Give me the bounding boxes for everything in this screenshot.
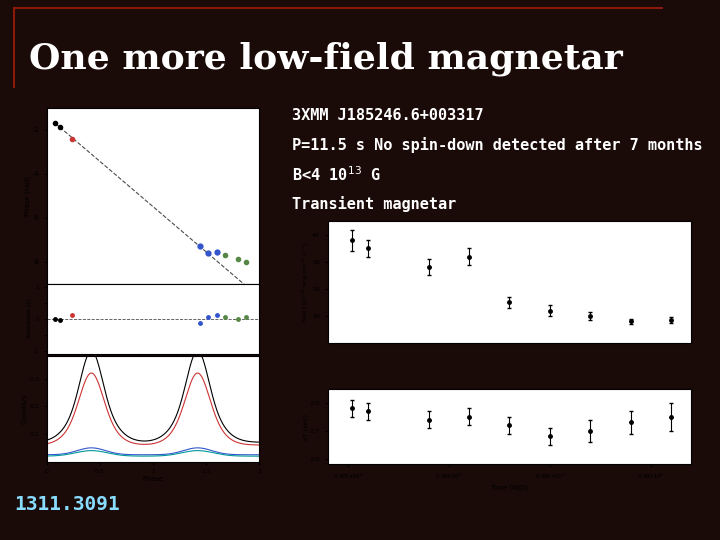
Text: Transient magnetar: Transient magnetar <box>292 196 456 212</box>
Text: One more low-field magnetar: One more low-field magnetar <box>29 41 623 76</box>
Text: B<4 10$^{13}$ G: B<4 10$^{13}$ G <box>292 165 381 184</box>
Text: 1311.3091: 1311.3091 <box>14 495 120 515</box>
Y-axis label: Residuals (s): Residuals (s) <box>27 299 32 339</box>
Text: P=11.5 s No spin-down detected after 7 months: P=11.5 s No spin-down detected after 7 m… <box>292 137 703 153</box>
X-axis label: Time (d   54728.7 MJD): Time (d 54728.7 MJD) <box>117 372 189 377</box>
X-axis label: Phase: Phase <box>143 476 163 482</box>
Y-axis label: Phase (rad): Phase (rad) <box>24 176 31 216</box>
Y-axis label: Flux (10$^{-11}$ erg cm$^{-2}$ s$^{-1}$): Flux (10$^{-11}$ erg cm$^{-2}$ s$^{-1}$) <box>300 241 311 323</box>
X-axis label: Time (MJD): Time (MJD) <box>490 484 528 491</box>
Text: 3XMM J185246.6+003317: 3XMM J185246.6+003317 <box>292 107 484 123</box>
Y-axis label: kT (keV): kT (keV) <box>304 414 309 440</box>
Y-axis label: Counts/s: Counts/s <box>22 394 28 424</box>
